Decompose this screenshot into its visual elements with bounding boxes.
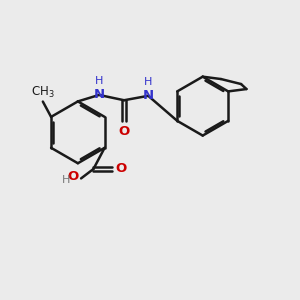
- Text: H: H: [144, 77, 152, 87]
- Text: N: N: [94, 88, 105, 101]
- Text: O: O: [115, 163, 127, 176]
- Text: O: O: [68, 170, 79, 183]
- Text: CH$_3$: CH$_3$: [31, 84, 55, 100]
- Text: O: O: [118, 125, 130, 138]
- Text: H: H: [61, 175, 70, 185]
- Text: H: H: [95, 76, 103, 86]
- Text: N: N: [143, 89, 154, 102]
